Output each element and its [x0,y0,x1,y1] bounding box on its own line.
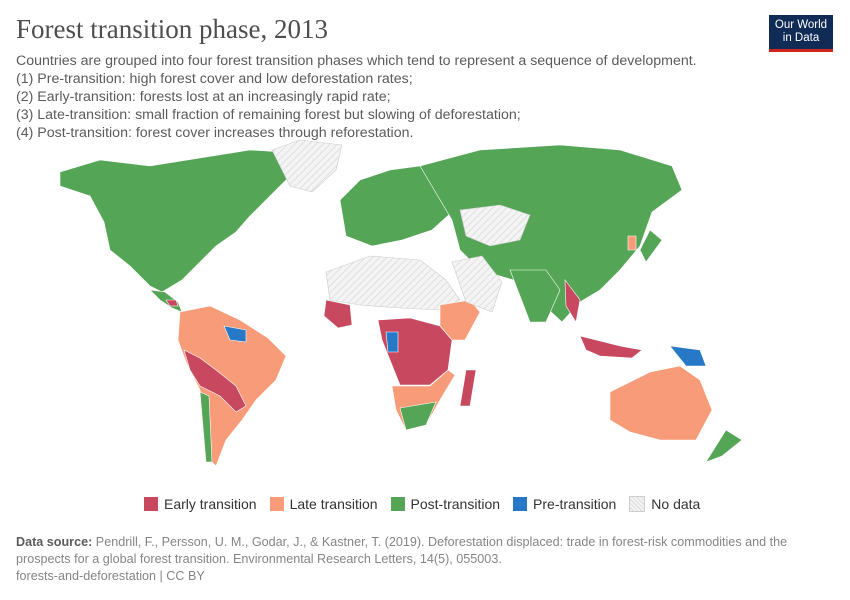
subtitle-line: Countries are grouped into four forest t… [16,53,697,69]
data-source: Data source: Pendrill, F., Persson, U. M… [16,534,816,568]
region-peru-bolivia[interactable] [183,349,247,413]
region-madagascar[interactable] [459,369,477,407]
legend-item-post[interactable]: Post-transition [390,496,501,512]
region-chile-argentina-south[interactable] [199,391,213,463]
region-west-africa[interactable] [323,299,353,329]
legend-label: Early transition [164,496,257,512]
source-label: Data source: [16,535,93,549]
region-myanmar[interactable] [564,279,581,323]
region-japan[interactable] [639,229,663,263]
region-central-asia[interactable] [459,204,531,247]
region-png[interactable] [669,345,707,367]
region-central-america[interactable] [149,289,183,313]
legend-item-nodata[interactable]: No data [629,496,700,512]
legend: Early transition Late transition Post-tr… [144,496,700,512]
region-north-america[interactable] [59,149,291,293]
subtitle-line: (1) Pre-transition: high forest cover an… [16,71,413,87]
legend-swatch [269,497,284,511]
region-congo-west[interactable] [385,331,399,353]
legend-item-early[interactable]: Early transition [144,496,257,512]
region-north-africa[interactable] [325,255,461,311]
legend-swatch [390,497,405,511]
chart-subtitle: Countries are grouped into four forest t… [16,52,756,142]
region-greenland[interactable] [271,139,343,193]
region-central-america-early[interactable] [165,299,179,307]
legend-item-late[interactable]: Late transition [269,496,378,512]
region-guianas[interactable] [223,325,247,343]
legend-swatch [513,497,528,511]
legend-swatch [629,496,646,512]
owid-logo[interactable]: Our World in Data [769,15,833,52]
subtitle-line: (2) Early-transition: forests lost at an… [16,89,391,105]
subtitle-line: (3) Late-transition: small fraction of r… [16,107,521,123]
legend-swatch [144,497,158,511]
legend-label: Post-transition [410,496,501,512]
region-australia[interactable] [609,365,713,441]
logo-text: in Data [782,32,820,44]
region-indonesia[interactable] [579,335,643,359]
region-india[interactable] [509,269,561,323]
subtitle-line: (4) Post-transition: forest cover increa… [16,125,414,141]
region-south-africa[interactable] [399,401,437,431]
region-korea[interactable] [627,235,637,251]
region-middle-east[interactable] [451,255,503,313]
chart-title: Forest transition phase, 2013 [16,14,328,44]
source-text: Pendrill, F., Persson, U. M., Godar, J.,… [16,535,788,566]
legend-label: No data [651,496,701,512]
logo-text: Our World [774,19,828,31]
region-new-zealand[interactable] [705,429,743,463]
legend-item-pre[interactable]: Pre-transition [513,496,616,512]
legend-label: Pre-transition [533,496,617,512]
legend-label: Late transition [289,496,378,512]
footer-credit[interactable]: forests-and-deforestation | CC BY [16,569,205,583]
